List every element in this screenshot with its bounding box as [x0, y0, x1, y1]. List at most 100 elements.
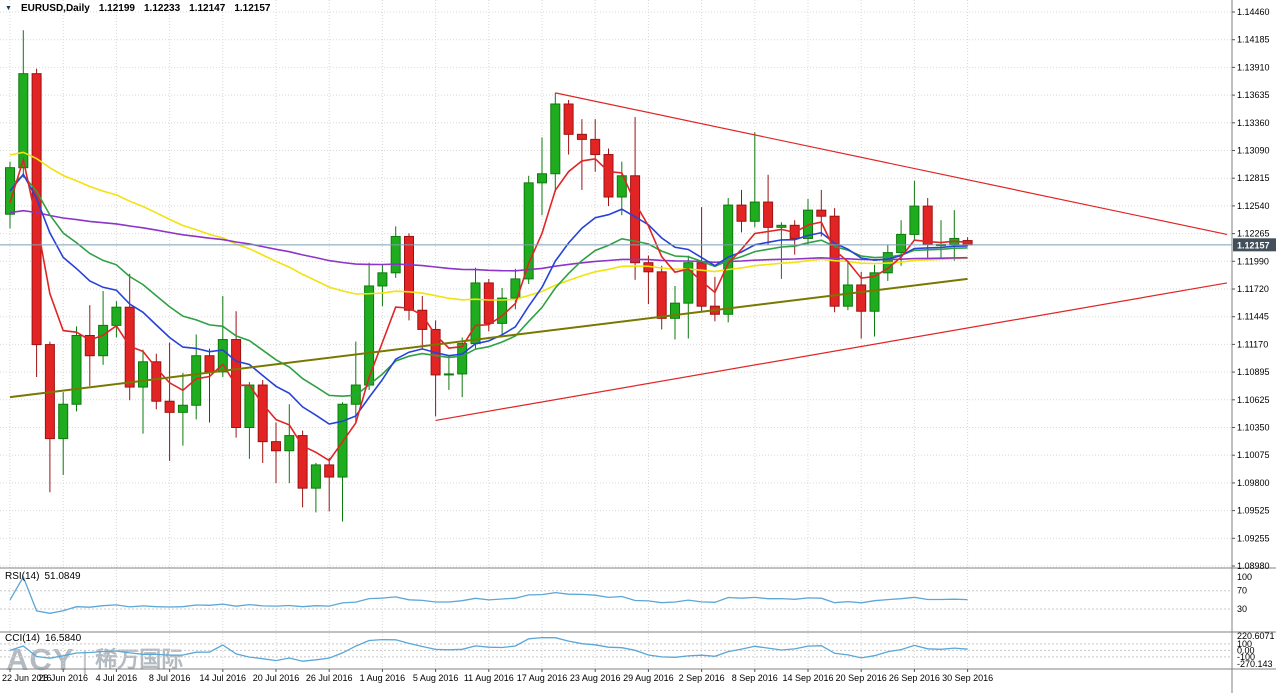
candle: [896, 233, 907, 254]
candle: [151, 361, 162, 402]
svg-text:0.00: 0.00: [1237, 645, 1255, 655]
svg-text:11 Aug 2016: 11 Aug 2016: [464, 673, 514, 683]
broker-logo-text: ACY: [6, 642, 75, 677]
candle: [377, 272, 388, 287]
candle: [537, 173, 547, 184]
broker-watermark: ACY | 稀万国际: [6, 644, 183, 675]
grid-layer: [0, 0, 1232, 669]
candle: [523, 182, 534, 280]
svg-text:-270.143: -270.143: [1237, 659, 1273, 669]
broker-name-cjk: 稀万国际: [95, 646, 184, 672]
candle: [138, 361, 148, 388]
svg-text:100: 100: [1237, 572, 1252, 582]
svg-text:1.11445: 1.11445: [1237, 312, 1269, 322]
cci-name: CCI(14): [5, 633, 41, 644]
symbol-timeframe-label: EURUSD,Daily: [20, 3, 90, 14]
svg-text:5 Aug 2016: 5 Aug 2016: [413, 673, 459, 683]
svg-text:1.09800: 1.09800: [1237, 478, 1270, 488]
candle: [164, 400, 175, 413]
candle: [816, 209, 827, 217]
candle: [869, 272, 880, 312]
svg-text:1.14185: 1.14185: [1237, 35, 1270, 45]
price-axis[interactable]: 1.14460 1.14185 1.13910 1.13635 1.13360 1.130…: [1232, 7, 1275, 669]
candle: [576, 133, 587, 140]
svg-text:23 Aug 2016: 23 Aug 2016: [570, 673, 621, 683]
candle: [297, 435, 308, 489]
candle: [417, 309, 428, 330]
ma-blue: [9, 172, 968, 425]
candle: [683, 262, 694, 304]
svg-text:-100: -100: [1237, 652, 1255, 662]
candle: [616, 175, 627, 198]
candle: [763, 201, 774, 228]
candle: [856, 284, 867, 312]
svg-text:29 Aug 2016: 29 Aug 2016: [623, 673, 674, 683]
candle: [776, 224, 787, 228]
candle: [191, 355, 202, 406]
svg-text:1.10625: 1.10625: [1237, 395, 1270, 405]
candle: [656, 271, 667, 319]
ohlc-low-value: 1.12147: [189, 3, 226, 14]
svg-text:1.11990: 1.11990: [1237, 256, 1269, 266]
svg-text:1.09525: 1.09525: [1237, 506, 1270, 516]
candle: [842, 284, 853, 307]
ohlc-open-value: 1.12199: [98, 3, 135, 14]
candle: [18, 73, 29, 169]
svg-text:1.10350: 1.10350: [1237, 423, 1270, 433]
candle: [563, 103, 574, 135]
candle: [736, 204, 747, 222]
ma-green: [9, 174, 968, 398]
cci-value: 16.5840: [45, 633, 82, 644]
svg-text:1.12540: 1.12540: [1237, 201, 1270, 211]
rsi-pane: [0, 575, 1232, 614]
candle: [483, 282, 494, 324]
candle: [922, 205, 933, 246]
svg-text:8 Sep 2016: 8 Sep 2016: [732, 673, 778, 683]
moving-averages-layer: [9, 151, 968, 462]
cci-pane: [0, 636, 1232, 662]
svg-text:1.12157: 1.12157: [1237, 240, 1270, 250]
svg-text:28 Jun 2016: 28 Jun 2016: [38, 673, 88, 683]
svg-text:1.13360: 1.13360: [1237, 118, 1270, 128]
svg-text:22 Jun 2016: 22 Jun 2016: [2, 673, 52, 683]
chart-ohlc-header: ▼ EURUSD,Daily 1.12199 1.12233 1.12147 1…: [5, 3, 270, 14]
candle: [603, 154, 614, 198]
triangle-lower-trendline: [435, 282, 1228, 422]
svg-text:20 Sep 2016: 20 Sep 2016: [836, 673, 887, 683]
svg-text:1.13910: 1.13910: [1237, 62, 1270, 72]
candle: [244, 384, 255, 429]
ohlc-high-value: 1.12233: [144, 3, 181, 14]
candle: [271, 441, 281, 452]
symbol-dropdown-icon[interactable]: ▼: [5, 5, 12, 12]
svg-text:30 Sep 2016: 30 Sep 2016: [942, 673, 993, 683]
svg-text:100: 100: [1237, 639, 1252, 649]
svg-text:1.08980: 1.08980: [1237, 561, 1270, 571]
candle: [111, 306, 122, 326]
svg-text:1.13635: 1.13635: [1237, 90, 1270, 100]
svg-text:26 Jul 2016: 26 Jul 2016: [306, 673, 353, 683]
svg-text:1.14460: 1.14460: [1237, 7, 1270, 17]
svg-text:1.11170: 1.11170: [1237, 339, 1268, 349]
watermark-divider: |: [81, 644, 89, 675]
ma-red: [9, 156, 968, 462]
svg-text:1.13090: 1.13090: [1237, 146, 1270, 156]
rsi-indicator-label: RSI(14) 51.0849: [5, 571, 81, 582]
ma-yellow: [9, 151, 968, 301]
svg-text:1.12265: 1.12265: [1237, 229, 1270, 239]
candle: [217, 339, 228, 373]
svg-text:1.09255: 1.09255: [1237, 533, 1270, 543]
candle: [749, 201, 760, 222]
candle: [58, 403, 69, 440]
candle: [71, 335, 82, 405]
rsi-value: 51.0849: [44, 571, 81, 582]
candle: [310, 464, 321, 489]
candle: [470, 282, 481, 345]
ohlc-close-value: 1.12157: [234, 3, 271, 14]
svg-text:26 Sep 2016: 26 Sep 2016: [889, 673, 940, 683]
svg-text:2 Sep 2016: 2 Sep 2016: [679, 673, 725, 683]
candle: [590, 138, 601, 156]
